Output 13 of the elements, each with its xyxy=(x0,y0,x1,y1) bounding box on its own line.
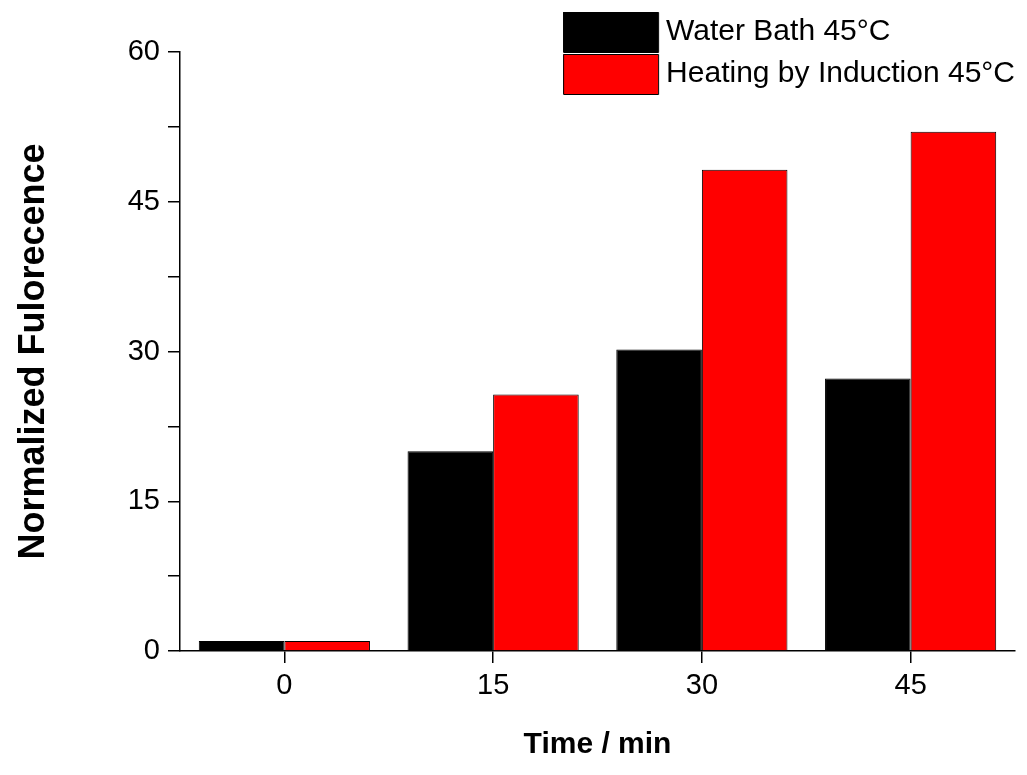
x-tick-label: 45 xyxy=(894,668,927,701)
y-tick-label: 30 xyxy=(127,333,160,366)
x-axis-title: Time / min xyxy=(523,726,672,760)
y-tick-label: 60 xyxy=(127,34,160,66)
x-tick-label: 15 xyxy=(476,668,510,701)
legend-label: Water Bath 45°C xyxy=(666,13,891,47)
y-tick-label: 15 xyxy=(127,483,160,516)
legend-label: Heating by Induction 45°C xyxy=(666,55,1016,89)
x-tick-label: 0 xyxy=(276,668,293,701)
x-tick-label: 30 xyxy=(685,668,719,701)
y-tick-label: 45 xyxy=(127,183,160,216)
y-tick-label: 0 xyxy=(143,633,160,665)
y-axis-title: Normalized Fulorecence xyxy=(10,143,52,560)
